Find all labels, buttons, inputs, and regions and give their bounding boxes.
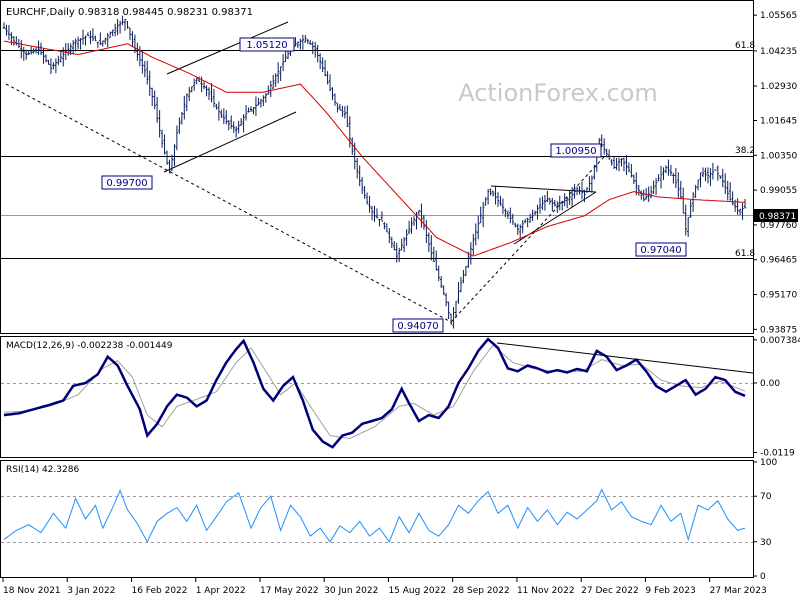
macd-line <box>3 337 746 449</box>
macd-y-tick-label: 0.007384 <box>760 336 800 346</box>
annotation-0-97040: 0.97040 <box>640 245 681 256</box>
annotation-1-05120: 1.05120 <box>246 40 287 51</box>
price-y-tick-label: 1.04235 <box>760 47 797 57</box>
rsi-title: RSI(14) 42.3286 <box>6 465 79 475</box>
current-price-badge <box>754 209 798 222</box>
x-axis-label: 16 Feb 2022 <box>131 586 187 596</box>
price-y-tick-label: 1.01645 <box>760 117 797 127</box>
annotation-box-0-99700 <box>101 175 153 190</box>
x-axis-label: 11 Nov 2022 <box>517 586 575 596</box>
price-y-tick-label: 0.97760 <box>760 221 797 231</box>
price-y-tick-label: 0.99055 <box>760 186 797 196</box>
macd-y-tick-label: -0.0119 <box>760 448 795 458</box>
current-price-label: 0.98371 <box>759 212 796 222</box>
price-y-tick-label: 1.00350 <box>760 151 797 161</box>
x-axis-label: 1 Apr 2022 <box>196 586 246 596</box>
annotation-box-0-97040 <box>635 242 687 257</box>
price-y-tick-label: 0.96465 <box>760 256 797 266</box>
rsi-y-tick-label: 70 <box>760 492 772 502</box>
fib-label-38-2: 38.2 <box>735 146 755 156</box>
rsi-y-tick-label: 30 <box>760 538 772 548</box>
annotation-box-0-94070 <box>392 318 444 333</box>
watermark-text: ActionForex.com <box>458 79 658 107</box>
x-axis-label: 18 Nov 2021 <box>3 586 61 596</box>
macd-y-tick-label: 0.00 <box>760 379 780 389</box>
x-axis-label: 28 Sep 2022 <box>453 586 510 596</box>
rsi-y-tick-label: 0 <box>760 572 766 582</box>
fib-label-61-8-bottom: 61.8 <box>735 249 755 259</box>
dashed-uptrend-line <box>450 156 605 323</box>
channel-lower-line <box>163 111 297 173</box>
macd-signal-line <box>3 344 746 440</box>
x-axis-label: 9 Feb 2023 <box>645 586 695 596</box>
price-y-tick-label: 0.95170 <box>760 291 797 301</box>
price-y-tick-label: 0.93875 <box>760 325 797 335</box>
macd-panel-frame <box>0 336 754 458</box>
rsi-y-axis: 100 70 30 0 <box>753 458 777 582</box>
symbol-ohlc-label: EURCHF,Daily 0.98318 0.98445 0.98231 0.9… <box>6 7 253 18</box>
rsi-panel-frame <box>0 460 754 578</box>
annotation-0-94070: 0.94070 <box>397 321 438 332</box>
x-axis-label: 30 Jun 2022 <box>324 586 378 596</box>
dashed-downtrend-line <box>5 83 452 323</box>
x-axis-label: 15 Aug 2022 <box>388 586 446 596</box>
x-axis: 18 Nov 2021 3 Jan 2022 16 Feb 2022 1 Apr 20… <box>2 578 767 596</box>
price-bars <box>2 15 747 329</box>
price-y-axis: 1.05565 1.04235 1.02930 1.01645 1.00350 0.990… <box>753 11 797 335</box>
macd-title: MACD(12,26,9) -0.002238 -0.001449 <box>6 341 173 351</box>
rsi-y-tick-label: 100 <box>760 458 777 468</box>
x-axis-label: 3 Jan 2022 <box>67 586 115 596</box>
annotation-box-1-05120 <box>239 37 295 52</box>
channel-upper-line <box>166 21 289 75</box>
fib-label-61-8-top: 61.8 <box>735 41 755 51</box>
price-y-tick-label: 1.05565 <box>760 11 797 21</box>
macd-y-axis: 0.007384 0.00 -0.0119 <box>753 336 800 458</box>
x-axis-label: 27 Dec 2022 <box>581 586 639 596</box>
moving-average-line <box>3 40 746 257</box>
price-panel-frame <box>0 0 754 334</box>
rsi-line <box>3 488 746 543</box>
price-y-tick-label: 1.02930 <box>760 82 797 92</box>
annotation-box-1-00950 <box>550 143 602 158</box>
annotation-1-00950: 1.00950 <box>555 146 596 157</box>
x-axis-label: 27 Mar 2023 <box>710 586 767 596</box>
macd-divergence-line <box>496 342 754 374</box>
x-axis-label: 17 May 2022 <box>260 586 319 596</box>
annotation-0-99700: 0.99700 <box>106 178 147 189</box>
